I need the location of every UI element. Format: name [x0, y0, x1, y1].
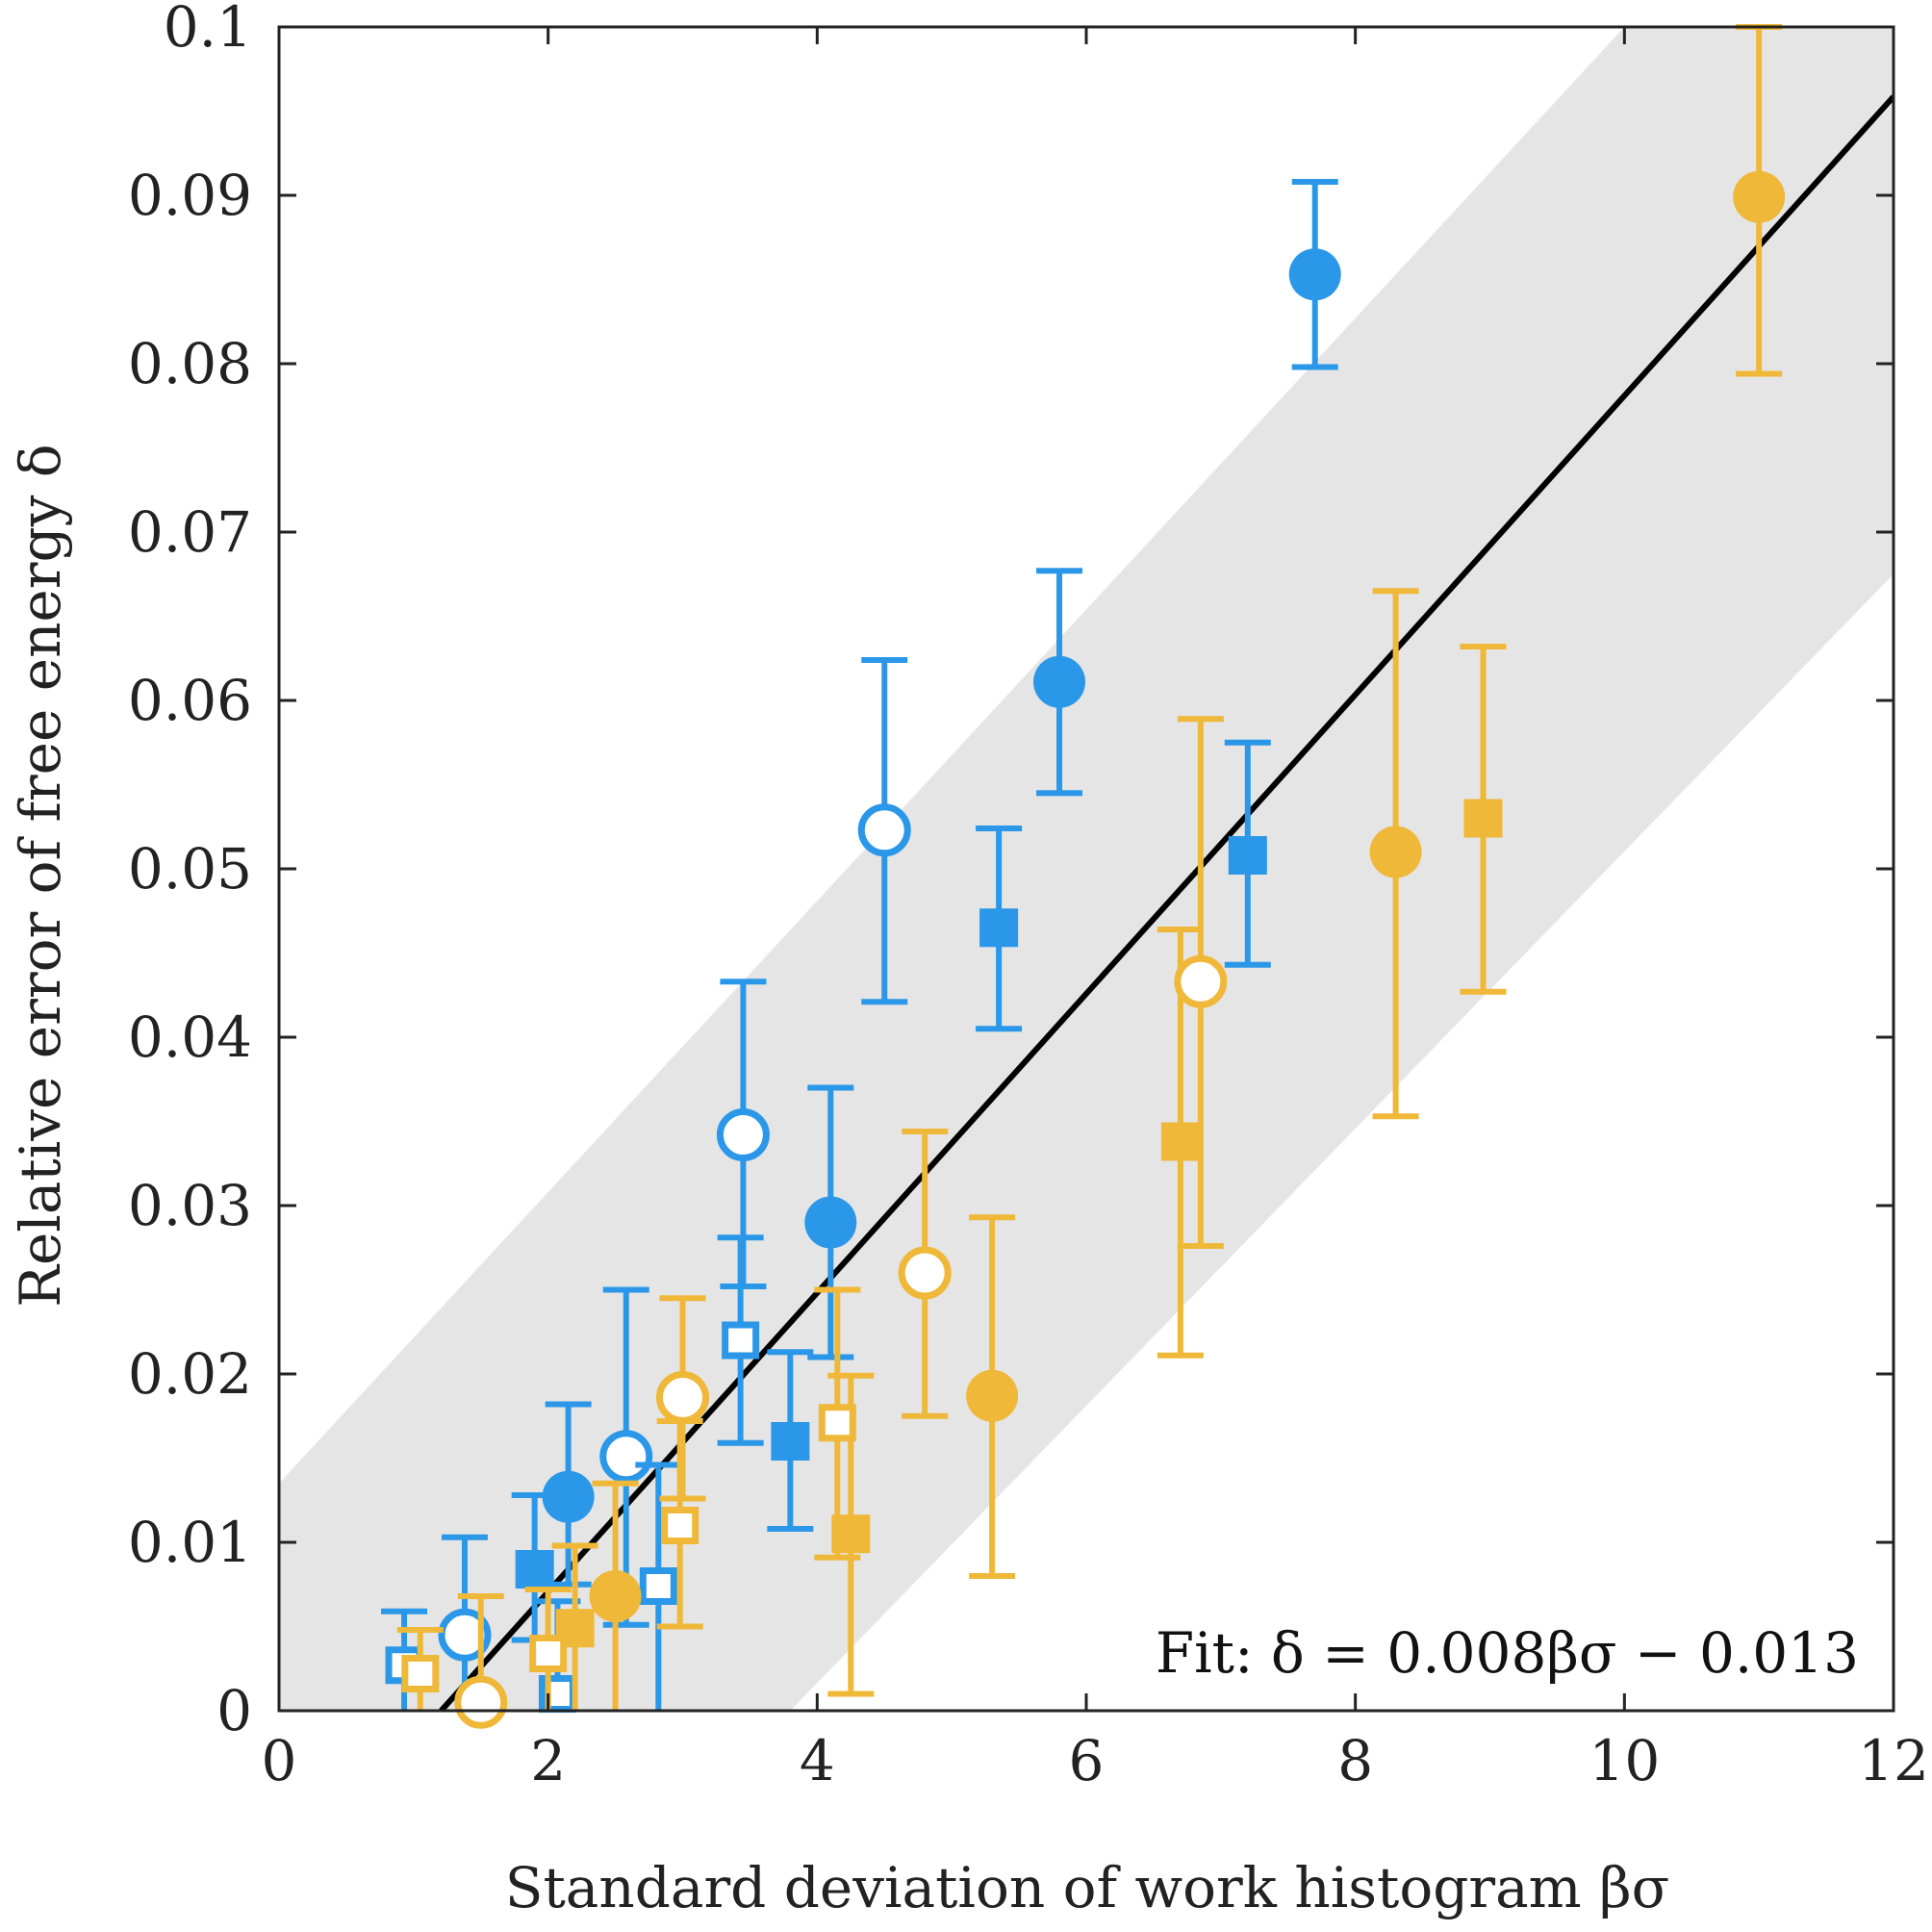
y-tick-label: 0.04 — [128, 1004, 252, 1070]
data-points-layer — [381, 24, 1786, 1729]
data-point — [898, 1129, 952, 1419]
y-tick-label: 0.05 — [128, 836, 252, 902]
x-tick-label: 0 — [262, 1728, 297, 1793]
marker-square — [515, 1550, 554, 1589]
marker-square — [722, 1321, 760, 1360]
marker-square — [529, 1635, 568, 1672]
y-tick-label: 0.01 — [128, 1510, 252, 1575]
series-blue-circle-open — [438, 657, 911, 1711]
marker-square — [1463, 799, 1503, 838]
marker-circle — [589, 1570, 642, 1622]
data-point — [814, 1286, 861, 1561]
y-tick-label: 0.09 — [128, 163, 252, 228]
band-polygon — [279, 27, 1894, 1711]
marker-circle — [542, 1470, 595, 1523]
data-point — [1369, 588, 1422, 1120]
series-yellow-circle-filled — [589, 24, 1786, 1711]
data-point — [524, 1587, 572, 1711]
data-point — [1288, 179, 1341, 370]
marker-square — [401, 1655, 440, 1692]
y-tick-label: 0.03 — [128, 1173, 252, 1238]
marker-circle — [804, 1196, 857, 1249]
data-point — [1174, 716, 1228, 1249]
marker-circle — [1174, 954, 1228, 1008]
marker-circle — [966, 1369, 1019, 1422]
marker-square — [661, 1507, 699, 1544]
y-tick-label: 0.07 — [128, 499, 252, 565]
marker-square — [1160, 1122, 1200, 1161]
marker-circle — [656, 1371, 709, 1424]
marker-circle — [1033, 655, 1086, 708]
fit-annotation: Fit: δ = 0.008βσ − 0.013 — [1156, 1620, 1859, 1686]
x-tick-label: 2 — [530, 1728, 566, 1793]
marker-circle — [1288, 248, 1341, 301]
y-tick-label: 0.02 — [128, 1341, 252, 1407]
data-point — [717, 1234, 764, 1446]
data-point — [656, 1418, 703, 1630]
data-point — [1157, 927, 1204, 1359]
x-tick-label: 6 — [1069, 1728, 1105, 1793]
marker-circle — [454, 1675, 508, 1729]
data-point — [1733, 24, 1786, 377]
data-point — [599, 1286, 653, 1628]
x-axis-label: Standard deviation of work histogram βσ — [505, 1855, 1669, 1920]
marker-circle — [857, 803, 911, 857]
x-tick-label: 12 — [1858, 1728, 1929, 1793]
series-yellow-square-open — [396, 1286, 861, 1711]
y-tick-label: 0.1 — [164, 0, 252, 60]
y-tick-label: 0.08 — [128, 331, 252, 396]
data-point — [1224, 739, 1271, 968]
marker-square — [979, 908, 1019, 948]
series-blue-circle-filled — [542, 179, 1341, 1588]
marker-circle — [1369, 826, 1422, 878]
marker-square — [818, 1404, 856, 1442]
data-point — [635, 1462, 682, 1711]
data-point — [1460, 644, 1507, 995]
data-point — [396, 1627, 444, 1711]
data-point — [454, 1593, 508, 1729]
x-tick-label: 10 — [1589, 1728, 1660, 1793]
data-point — [976, 826, 1023, 1032]
series-blue-square-filled — [511, 739, 1271, 1643]
axes: 0 2 4 6 8 10 12 0 0.01 0.02 0.03 0.04 0.05 0.06 0.07 0.… — [128, 0, 1929, 1793]
data-point — [857, 657, 911, 1005]
data-point — [804, 1084, 857, 1360]
marker-square — [1228, 836, 1267, 875]
y-tick-label: 0.06 — [128, 668, 252, 733]
x-tick-label: 4 — [800, 1728, 835, 1793]
data-point — [589, 1480, 642, 1711]
marker-circle — [1733, 170, 1786, 223]
marker-circle — [599, 1430, 653, 1484]
marker-square — [639, 1567, 677, 1605]
y-axis-label: Relative error of free energy δ — [8, 444, 73, 1307]
y-tick-label: 0 — [216, 1678, 252, 1743]
marker-circle — [438, 1608, 492, 1662]
data-point — [767, 1349, 814, 1532]
data-point — [966, 1214, 1019, 1579]
x-tick-label: 8 — [1337, 1728, 1373, 1793]
confidence-band — [279, 27, 1894, 1711]
data-point — [511, 1492, 558, 1643]
series-yellow-circle-open — [454, 716, 1228, 1729]
data-point — [656, 1295, 709, 1502]
marker-square — [771, 1422, 810, 1461]
marker-circle — [716, 1108, 770, 1161]
marker-circle — [898, 1246, 952, 1300]
data-point — [1033, 568, 1086, 797]
